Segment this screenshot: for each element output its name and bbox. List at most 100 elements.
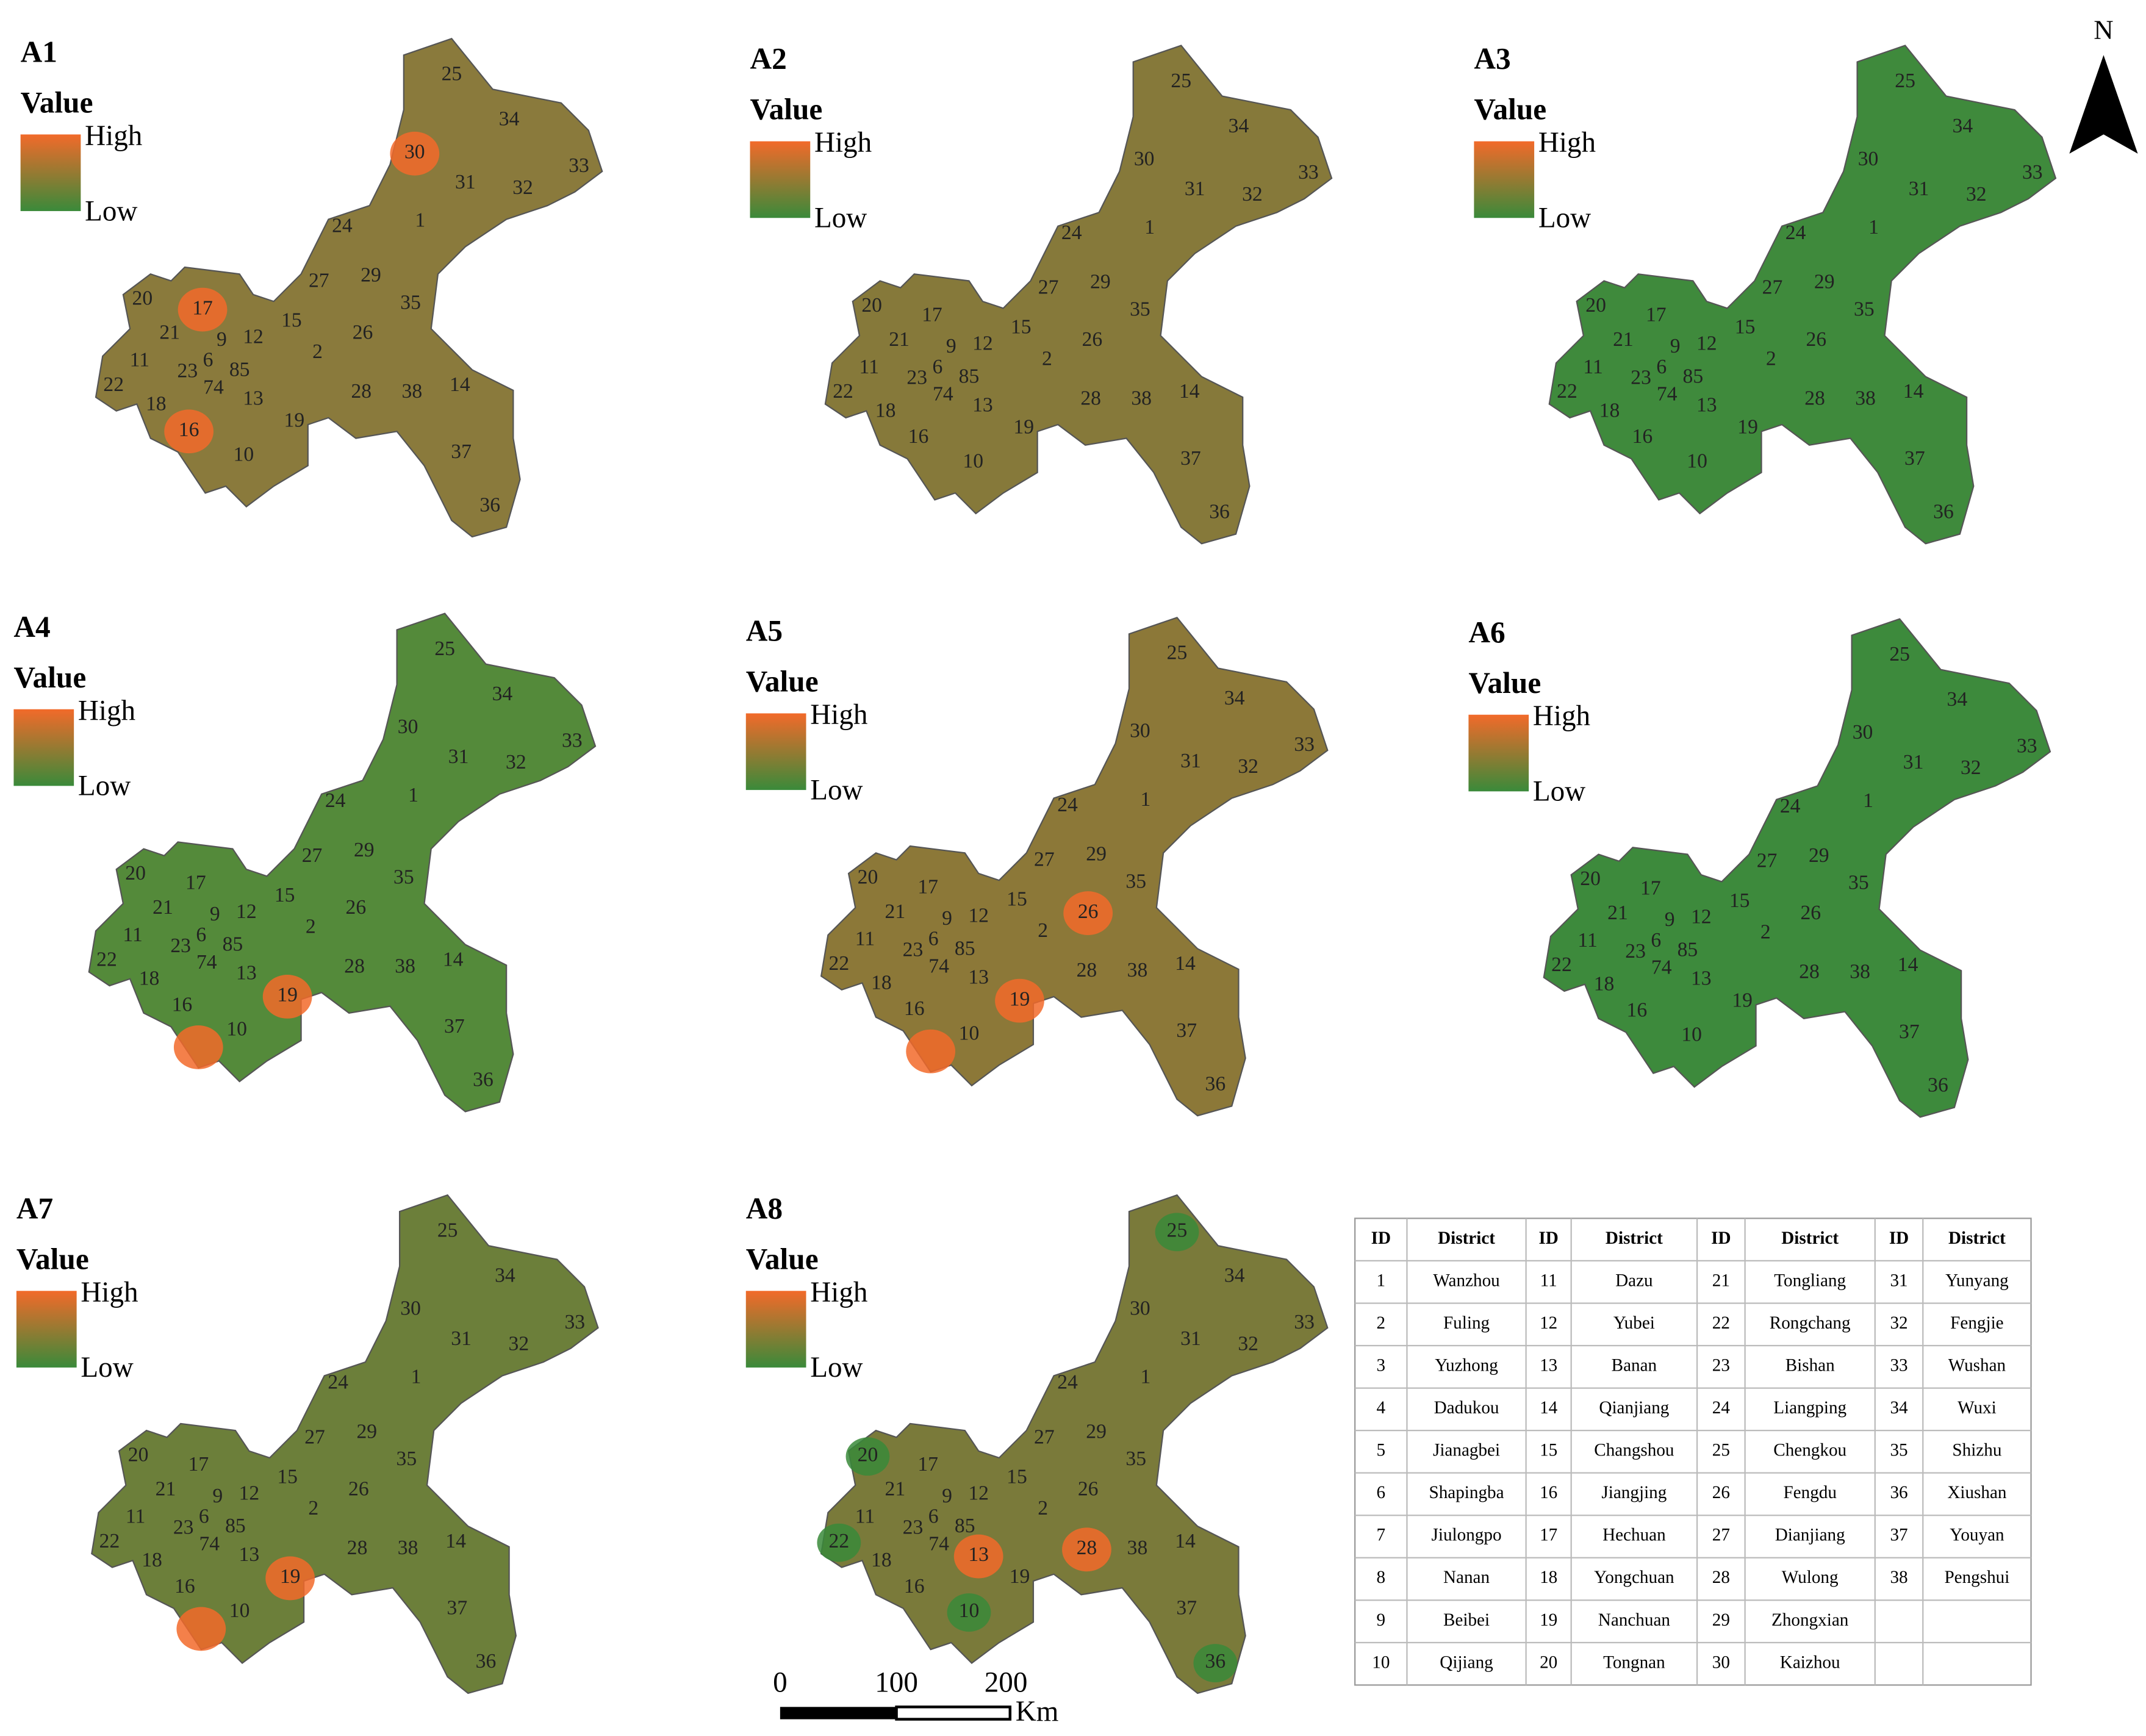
district-label: 33 [2017, 734, 2037, 757]
district-label: 6 [196, 924, 206, 946]
district-label: 33 [1294, 1311, 1315, 1333]
legend-title: Value [16, 1242, 89, 1275]
hot-area [178, 287, 228, 332]
table-cell: Dazu [1615, 1271, 1653, 1290]
district-label: 14 [450, 373, 470, 396]
cool-area [947, 1593, 991, 1632]
district-label: 36 [479, 493, 500, 516]
district-label: 38 [1855, 387, 1876, 409]
district-label: 11 [123, 924, 142, 946]
legend-ramp [745, 713, 806, 791]
district-label: 12 [968, 904, 989, 927]
legend-title: Value [1468, 666, 1541, 700]
region-outline [95, 38, 603, 538]
table-cell: Wanzhou [1433, 1271, 1500, 1290]
legend-title: Value [1474, 93, 1546, 126]
district-label: 14 [1898, 953, 1918, 976]
district-label: 30 [400, 1297, 421, 1319]
district-label: 17 [917, 1453, 938, 1476]
legend-ramp [750, 141, 811, 218]
table-cell: 35 [1890, 1441, 1907, 1460]
scale-unit: Km [1016, 1696, 1059, 1727]
legend-ramp [13, 709, 74, 786]
district-label: 14 [1175, 1530, 1196, 1552]
district-label: 12 [1696, 332, 1717, 355]
scale-segment [780, 1707, 897, 1720]
table-cell: 16 [1540, 1483, 1557, 1502]
cool-area [817, 1523, 861, 1562]
district-label: 22 [829, 952, 850, 975]
district-label: 10 [234, 443, 254, 465]
hot-area [953, 1534, 1003, 1579]
panel-label: A5 [746, 614, 783, 648]
district-label: 32 [1242, 183, 1263, 206]
table-header: ID [1711, 1228, 1731, 1248]
district-label: 85 [1678, 939, 1698, 961]
legend-high: High [814, 127, 872, 159]
district-label: 32 [509, 1333, 529, 1355]
table-cell: 24 [1712, 1398, 1731, 1418]
hot-area [1063, 891, 1113, 935]
district-label: 29 [1809, 844, 1829, 867]
district-label: 10 [229, 1599, 250, 1622]
district-label: 74 [196, 951, 217, 974]
district-label: 85 [955, 1515, 975, 1537]
district-label: 31 [1909, 178, 1929, 200]
district-label: 30 [1853, 721, 1873, 744]
hot-area [265, 1556, 315, 1601]
district-label: 25 [434, 637, 455, 660]
district-label: 34 [1953, 115, 1973, 137]
district-label: 31 [1180, 1327, 1201, 1350]
district-label: 13 [236, 962, 257, 985]
district-label: 26 [1082, 328, 1103, 351]
district-label: 34 [1947, 688, 1968, 711]
table-cell: 12 [1540, 1313, 1557, 1333]
district-label: 1 [1144, 216, 1155, 239]
district-label: 13 [972, 394, 993, 417]
district-label: 29 [361, 264, 381, 286]
district-label: 34 [1224, 1264, 1245, 1287]
district-label: 23 [903, 1516, 924, 1538]
district-label: 11 [130, 349, 149, 371]
table-cell: Beibei [1443, 1610, 1490, 1630]
panel-label: A3 [1474, 42, 1510, 76]
district-label: 2 [306, 915, 316, 938]
table-cell: Xiushan [1947, 1483, 2007, 1502]
district-label: 32 [1238, 755, 1258, 778]
district-label: 14 [1179, 380, 1200, 403]
legend-title: Value [746, 1242, 819, 1275]
district-label: 1 [1863, 789, 1873, 812]
table-cell: 27 [1712, 1526, 1730, 1545]
table-cell: 26 [1712, 1483, 1730, 1502]
district-label: 6 [928, 928, 939, 950]
district-label: 18 [1594, 973, 1615, 995]
district-label: 19 [1010, 1565, 1030, 1588]
district-label: 2 [1760, 920, 1771, 943]
cool-area [845, 1437, 890, 1476]
district-label: 35 [1125, 1447, 1146, 1470]
district-label: 24 [328, 1371, 348, 1394]
table-cell: 11 [1540, 1271, 1557, 1290]
district-label: 24 [332, 215, 353, 237]
table-cell: 31 [1890, 1271, 1907, 1290]
district-label: 27 [1034, 848, 1055, 871]
district-label: 26 [1078, 900, 1099, 923]
table-cell: Shapingba [1429, 1483, 1504, 1502]
district-label: 13 [243, 387, 264, 409]
district-label: 16 [908, 425, 929, 448]
district-label: 26 [353, 321, 373, 344]
table-cell: 28 [1712, 1568, 1730, 1587]
district-label: 17 [185, 872, 206, 894]
district-label: 22 [96, 948, 117, 970]
table-cell: 9 [1377, 1610, 1386, 1630]
district-label: 30 [1130, 1297, 1150, 1319]
district-label: 19 [277, 984, 298, 1006]
district-label: 1 [411, 1366, 422, 1388]
north-label: N [2094, 14, 2113, 45]
district-label: 19 [1737, 416, 1758, 439]
district-label: 85 [223, 933, 243, 956]
district-label: 74 [203, 376, 224, 398]
district-label: 20 [1585, 294, 1606, 317]
table-header: District [1781, 1228, 1839, 1248]
district-label: 35 [397, 1447, 417, 1470]
